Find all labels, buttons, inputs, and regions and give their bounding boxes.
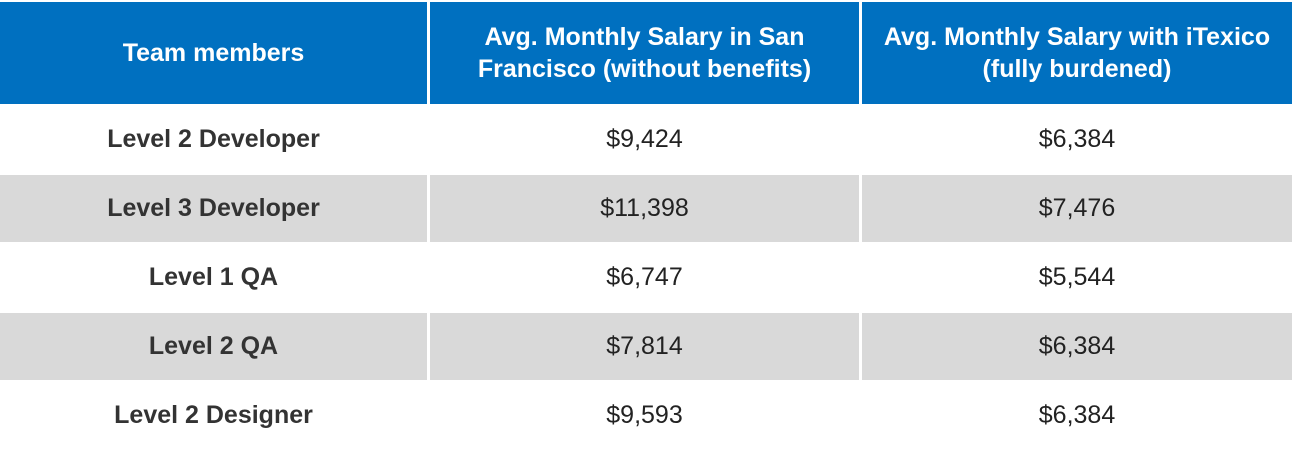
table-row: Level 2 Designer $9,593 $6,384 — [0, 380, 1292, 449]
table-header: Team members Avg. Monthly Salary in San … — [0, 2, 1292, 104]
header-sf-salary: Avg. Monthly Salary in San Francisco (wi… — [430, 2, 862, 104]
header-team-members: Team members — [0, 2, 430, 104]
team-member-cell: Level 2 QA — [0, 311, 430, 380]
itexico-salary-cell: $7,476 — [862, 173, 1292, 242]
sf-salary-cell: $9,593 — [430, 380, 862, 449]
salary-comparison-table: Team members Avg. Monthly Salary in San … — [0, 2, 1292, 449]
itexico-salary-cell: $6,384 — [862, 380, 1292, 449]
sf-salary-cell: $7,814 — [430, 311, 862, 380]
itexico-salary-cell: $6,384 — [862, 104, 1292, 173]
sf-salary-cell: $9,424 — [430, 104, 862, 173]
header-itexico-salary: Avg. Monthly Salary with iTexico (fully … — [862, 2, 1292, 104]
itexico-salary-cell: $5,544 — [862, 242, 1292, 311]
table-row: Level 2 QA $7,814 $6,384 — [0, 311, 1292, 380]
team-member-cell: Level 2 Developer — [0, 104, 430, 173]
sf-salary-cell: $6,747 — [430, 242, 862, 311]
itexico-salary-cell: $6,384 — [862, 311, 1292, 380]
table-row: Level 1 QA $6,747 $5,544 — [0, 242, 1292, 311]
team-member-cell: Level 2 Designer — [0, 380, 430, 449]
table-body: Level 2 Developer $9,424 $6,384 Level 3 … — [0, 104, 1292, 449]
team-member-cell: Level 1 QA — [0, 242, 430, 311]
sf-salary-cell: $11,398 — [430, 173, 862, 242]
header-row: Team members Avg. Monthly Salary in San … — [0, 2, 1292, 104]
table-row: Level 3 Developer $11,398 $7,476 — [0, 173, 1292, 242]
table-row: Level 2 Developer $9,424 $6,384 — [0, 104, 1292, 173]
team-member-cell: Level 3 Developer — [0, 173, 430, 242]
